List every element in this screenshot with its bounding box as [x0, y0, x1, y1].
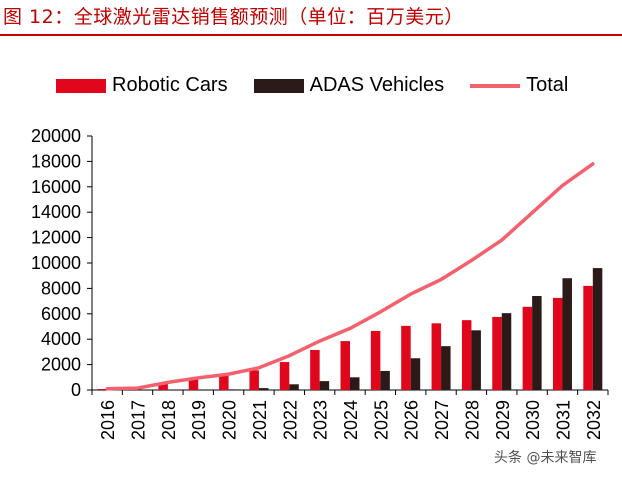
bar-adas-vehicles	[289, 384, 299, 390]
x-tick-label: 2016	[98, 400, 118, 440]
bar-adas-vehicles	[592, 268, 603, 390]
bar-adas-vehicles	[350, 377, 360, 390]
bar-robotic-cars	[249, 370, 259, 390]
bar-robotic-cars	[401, 325, 411, 390]
bar-robotic-cars	[461, 320, 472, 390]
legend: Robotic Cars ADAS Vehicles Total	[56, 74, 594, 97]
bar-adas-vehicles	[441, 346, 451, 390]
bar-adas-vehicles	[410, 358, 421, 390]
bar-robotic-cars	[97, 388, 108, 390]
x-tick-label: 2032	[584, 400, 604, 440]
bar-robotic-cars	[188, 379, 199, 390]
y-tick-label: 0	[71, 380, 81, 400]
bar-adas-vehicles	[380, 370, 390, 390]
bar-robotic-cars	[522, 306, 533, 390]
x-tick-label: 2031	[553, 400, 573, 440]
x-tick-label: 2027	[432, 400, 452, 440]
x-tick-label: 2023	[311, 400, 331, 440]
bar-adas-vehicles	[562, 278, 572, 390]
legend-label-robotic-cars: Robotic Cars	[112, 74, 228, 96]
x-tick-label: 2019	[189, 400, 209, 440]
y-tick-label: 12000	[31, 228, 81, 248]
x-tick-label: 2025	[371, 400, 391, 440]
y-tick-label: 16000	[31, 177, 81, 197]
bar-adas-vehicles	[471, 330, 481, 390]
x-tick-label: 2030	[523, 400, 543, 440]
legend-label-total: Total	[526, 74, 569, 96]
x-tick-label: 2026	[402, 400, 422, 440]
bar-adas-vehicles	[228, 389, 239, 390]
bar-robotic-cars	[431, 323, 442, 390]
y-tick-label: 8000	[41, 278, 81, 298]
bar-robotic-cars	[279, 362, 290, 390]
y-tick-label: 14000	[31, 202, 81, 222]
legend-item-adas: ADAS Vehicles	[253, 74, 445, 97]
x-tick-label: 2028	[462, 400, 482, 440]
y-tick-label: 2000	[41, 355, 81, 375]
bar-robotic-cars	[219, 375, 229, 390]
y-tick-label: 20000	[31, 126, 81, 146]
title-rule	[0, 34, 622, 36]
legend-item-total: Total	[470, 74, 568, 97]
watermark: 头条 @未来智库	[494, 450, 597, 466]
x-tick-label: 2021	[250, 400, 270, 440]
bar-robotic-cars	[340, 341, 350, 390]
y-tick-label: 10000	[31, 253, 81, 273]
bar-adas-vehicles	[501, 313, 512, 390]
bar-robotic-cars	[583, 285, 593, 390]
bar-robotic-cars	[310, 349, 320, 390]
x-tick-label: 2020	[220, 400, 240, 440]
line-total	[105, 162, 595, 391]
y-tick-label: 6000	[41, 304, 81, 324]
legend-swatch-robotic-cars	[56, 78, 106, 93]
legend-swatch-adas	[253, 78, 304, 93]
legend-item-robotic-cars: Robotic Cars	[56, 74, 228, 97]
x-tick-label: 2024	[341, 400, 361, 440]
x-tick-label: 2017	[129, 400, 149, 440]
y-tick-label: 18000	[31, 151, 81, 171]
chart-title: 图 12：全球激光雷达销售额预测（单位：百万美元）	[3, 6, 464, 28]
bar-adas-vehicles	[319, 381, 330, 390]
bar-robotic-cars	[370, 330, 381, 390]
legend-swatch-total	[470, 83, 521, 88]
legend-label-adas: ADAS Vehicles	[309, 74, 445, 96]
bar-adas-vehicles	[532, 296, 542, 390]
bar-robotic-cars	[158, 383, 168, 390]
x-tick-label: 2018	[159, 400, 179, 440]
y-tick-label: 4000	[41, 329, 81, 349]
bar-adas-vehicles	[258, 388, 269, 390]
x-tick-label: 2029	[493, 400, 513, 440]
bar-robotic-cars	[492, 316, 502, 390]
x-tick-label: 2022	[280, 400, 300, 440]
bar-robotic-cars	[552, 297, 563, 390]
